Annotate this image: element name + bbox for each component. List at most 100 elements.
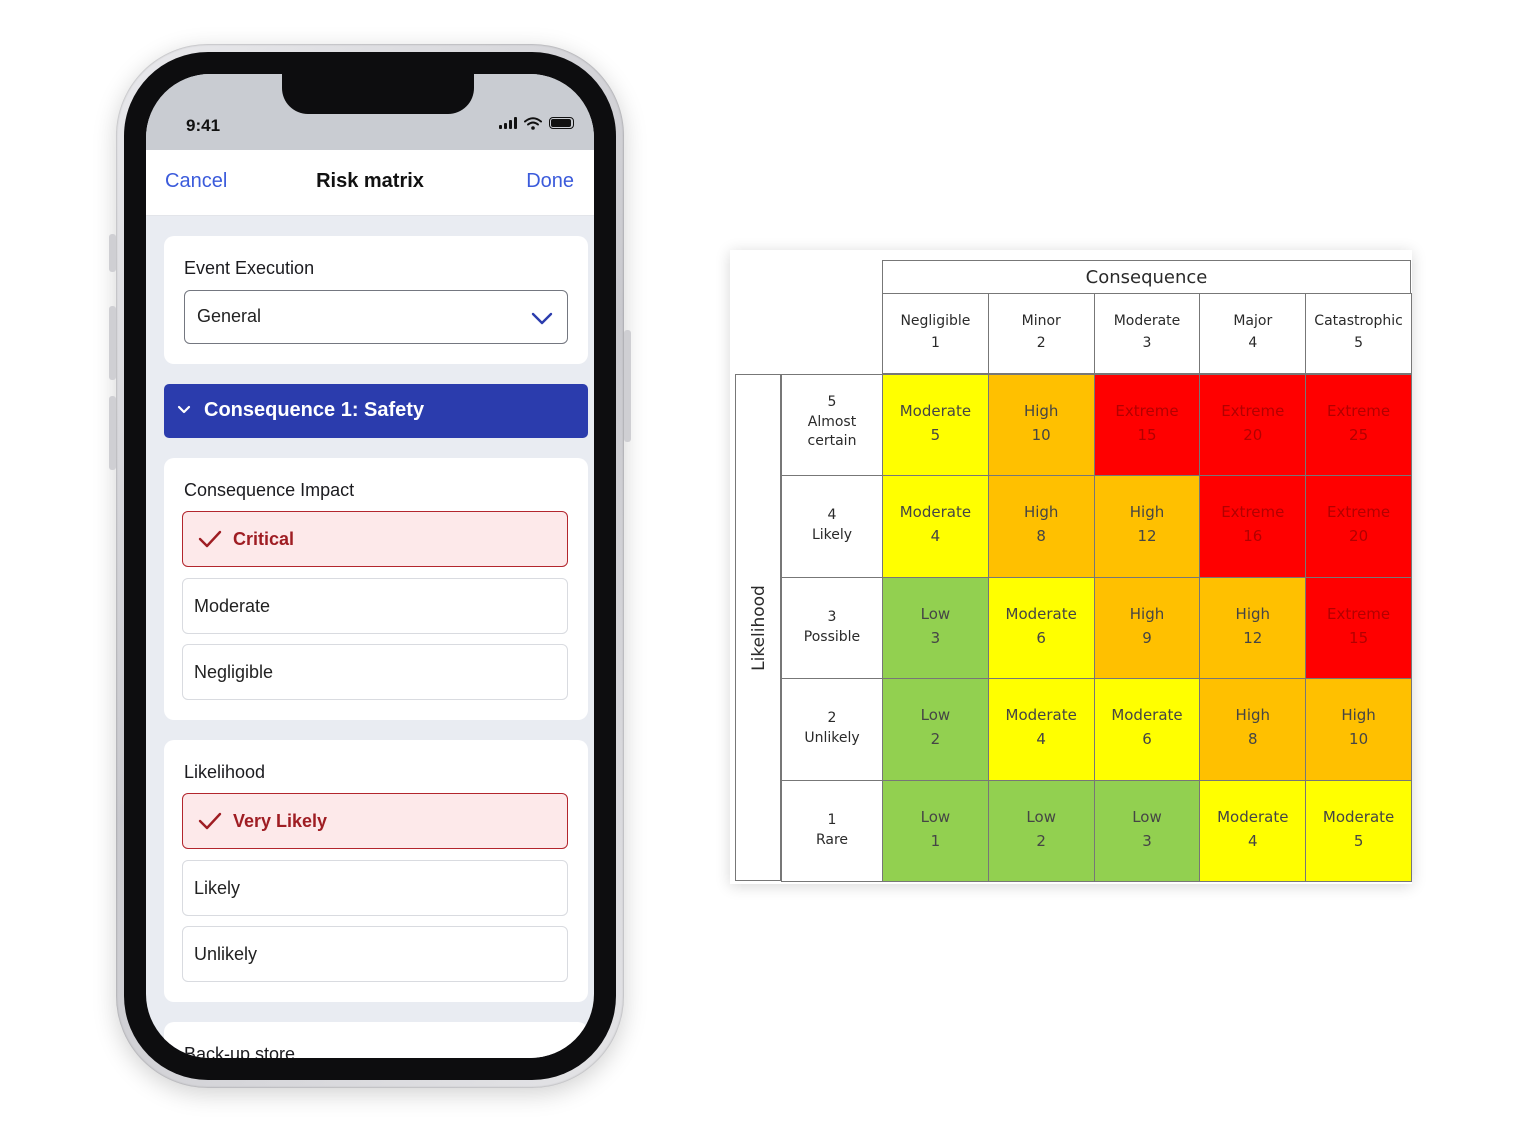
- likelihood-header-label: Likelihood: [749, 584, 769, 671]
- risk-level: Extreme: [1327, 503, 1391, 522]
- risk-level: High: [1235, 706, 1271, 725]
- risk-cell: Extreme 16: [1199, 475, 1307, 578]
- row-header-number: 2: [827, 710, 837, 727]
- option-critical[interactable]: Critical: [182, 511, 568, 567]
- risk-level: Moderate: [1217, 807, 1289, 826]
- option-negligible[interactable]: Negligible: [182, 644, 568, 700]
- chevron-down-icon: [531, 312, 553, 325]
- risk-score: 5: [1353, 831, 1364, 850]
- risk-cell: Moderate 4: [882, 475, 989, 578]
- volume-up-button: [109, 306, 116, 380]
- risk-level: Moderate: [1111, 706, 1183, 725]
- option-label: Moderate: [194, 596, 271, 616]
- risk-cell: Moderate 4: [1199, 779, 1307, 882]
- risk-cell: Extreme 15: [1305, 576, 1412, 680]
- risk-level: High: [1023, 503, 1059, 522]
- row-header-number: 4: [827, 507, 837, 524]
- volume-down-button: [109, 396, 116, 470]
- risk-score: 1: [930, 831, 941, 850]
- row-header-name: Possible: [803, 628, 861, 645]
- risk-level: High: [1129, 604, 1165, 623]
- option-label: Unlikely: [194, 944, 258, 964]
- row-header: 4 Likely: [781, 475, 883, 578]
- risk-level: Low: [1026, 807, 1056, 826]
- risk-score: 20: [1243, 426, 1263, 444]
- consequence-impact-label: Consequence Impact: [184, 480, 355, 500]
- risk-score: 10: [1031, 426, 1051, 444]
- column-header-number: 1: [930, 335, 940, 351]
- risk-level: Extreme: [1221, 402, 1285, 420]
- row-header-number: 3: [827, 608, 837, 625]
- risk-cell: High 10: [987, 374, 1095, 477]
- option-label: Likely: [194, 878, 241, 898]
- checkmark-icon: [198, 812, 222, 830]
- risk-score: 8: [1248, 730, 1258, 749]
- option-label: Critical: [233, 529, 295, 549]
- risk-score: 8: [1036, 527, 1046, 546]
- option-likely[interactable]: Likely: [182, 860, 568, 916]
- risk-score: 5: [930, 426, 941, 444]
- risk-cell: High 8: [987, 475, 1095, 578]
- risk-level: Moderate: [1322, 807, 1395, 826]
- row-header-number: 5: [827, 394, 837, 410]
- event-execution-select[interactable]: General: [184, 290, 568, 344]
- risk-score: 2: [930, 730, 941, 749]
- row-header-number: 1: [827, 811, 837, 828]
- column-header-name: Minor: [1021, 313, 1061, 329]
- phone-screen: 9:41 Cancel Risk matrix Done: [146, 74, 594, 1058]
- risk-cell: High 9: [1093, 576, 1201, 680]
- status-bar: 9:41: [146, 74, 594, 150]
- risk-cell: Low 2: [987, 779, 1095, 882]
- risk-matrix-table: Consequence Likelihood Negligible 1 Minor 2…: [730, 250, 1412, 884]
- risk-level: Moderate: [899, 503, 972, 522]
- likelihood-axis: Likelihood: [736, 375, 782, 880]
- section-title: Consequence 1: Safety: [204, 399, 425, 421]
- risk-cell: High 10: [1305, 678, 1412, 781]
- option-moderate[interactable]: Moderate: [182, 578, 568, 634]
- option-very-likely[interactable]: Very Likely: [182, 793, 568, 849]
- risk-level: High: [1341, 706, 1376, 725]
- backup-store-card: Back-up store: [164, 1022, 588, 1058]
- risk-score: 12: [1243, 628, 1263, 647]
- risk-score: 2: [1036, 831, 1046, 850]
- risk-level: Extreme: [1327, 604, 1391, 623]
- consequence-header-label: Consequence: [1085, 267, 1208, 288]
- cancel-button[interactable]: Cancel: [165, 170, 228, 192]
- risk-score: 4: [1036, 730, 1046, 749]
- option-unlikely[interactable]: Unlikely: [182, 926, 568, 982]
- chevron-down-icon: [177, 405, 191, 414]
- checkmark-icon: [198, 530, 222, 548]
- risk-cell: High 12: [1093, 475, 1201, 578]
- risk-level: Low: [920, 604, 951, 623]
- column-header-number: 5: [1354, 335, 1364, 351]
- event-execution-value: General: [197, 306, 262, 326]
- row-header-name: Likely: [811, 527, 853, 544]
- risk-score: 12: [1137, 527, 1157, 546]
- column-header-name: Major: [1233, 313, 1273, 329]
- risk-level: High: [1235, 604, 1271, 623]
- likelihood-header: Likelihood: [735, 374, 781, 881]
- risk-cell: Moderate 4: [987, 678, 1095, 781]
- option-label: Very Likely: [233, 811, 328, 831]
- risk-score: 15: [1349, 628, 1369, 647]
- risk-cell: Moderate 5: [882, 374, 989, 477]
- risk-score: 3: [930, 628, 941, 647]
- risk-cell: Moderate 5: [1305, 779, 1412, 882]
- column-header-number: 2: [1036, 335, 1046, 351]
- column-header-name: Negligible: [900, 313, 971, 329]
- phone-mockup: 9:41 Cancel Risk matrix Done: [109, 44, 631, 1088]
- column-header: Major 4: [1199, 293, 1307, 374]
- risk-level: Low: [920, 807, 951, 826]
- consequence-header: Consequence: [882, 260, 1411, 294]
- done-button[interactable]: Done: [526, 170, 574, 192]
- row-header-name: Rare: [815, 831, 849, 848]
- column-header: Moderate 3: [1093, 293, 1201, 374]
- risk-level: Extreme: [1221, 503, 1285, 522]
- wifi-icon: [524, 116, 542, 130]
- risk-level: High: [1129, 503, 1165, 522]
- risk-score: 25: [1349, 426, 1369, 444]
- consequence-section-header[interactable]: Consequence 1: Safety: [164, 384, 588, 438]
- column-header: Negligible 1: [882, 293, 989, 374]
- phone-bezel: 9:41 Cancel Risk matrix Done: [124, 52, 616, 1080]
- battery-icon: [549, 117, 574, 129]
